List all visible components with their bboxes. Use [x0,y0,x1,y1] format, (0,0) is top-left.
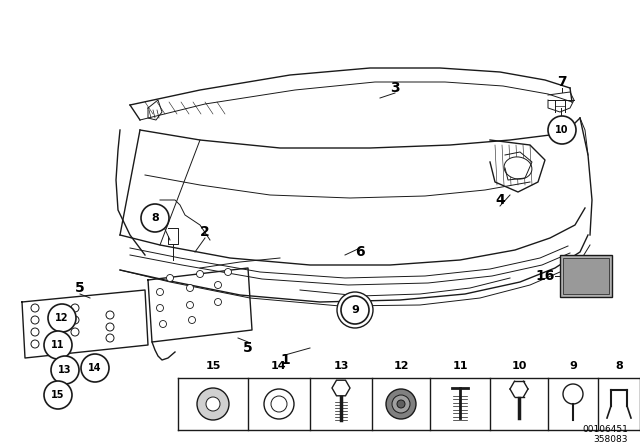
Text: 11: 11 [452,361,468,371]
Circle shape [189,316,195,323]
Polygon shape [332,380,350,396]
Circle shape [392,395,410,413]
Circle shape [166,275,173,281]
Circle shape [31,340,39,348]
Text: 5: 5 [75,281,85,295]
Circle shape [31,328,39,336]
Circle shape [563,384,583,404]
Text: 8: 8 [151,213,159,223]
FancyBboxPatch shape [563,258,609,294]
Text: 9: 9 [351,305,359,315]
Circle shape [106,323,114,331]
Circle shape [157,305,163,311]
Text: 15: 15 [51,390,65,400]
Text: 358083: 358083 [593,435,628,444]
Circle shape [197,388,229,420]
Text: 14: 14 [88,363,102,373]
Text: 1: 1 [280,353,290,367]
Text: 13: 13 [58,365,72,375]
Text: 16: 16 [535,269,555,283]
Text: 10: 10 [556,125,569,135]
Circle shape [548,116,576,144]
Circle shape [386,389,416,419]
Circle shape [71,316,79,324]
Text: 7: 7 [557,75,567,89]
Text: 5: 5 [243,341,253,355]
Text: 15: 15 [205,361,221,371]
Circle shape [48,304,76,332]
Text: 14: 14 [271,361,287,371]
Text: 12: 12 [55,313,68,323]
Circle shape [271,396,287,412]
Circle shape [31,316,39,324]
Circle shape [141,204,169,232]
Circle shape [44,381,72,409]
Text: 12: 12 [393,361,409,371]
Circle shape [337,292,373,328]
Circle shape [71,328,79,336]
Circle shape [157,289,163,296]
FancyBboxPatch shape [560,255,612,297]
Circle shape [345,300,365,320]
Circle shape [31,304,39,312]
Circle shape [214,298,221,306]
Text: 8: 8 [615,361,623,371]
Text: 9: 9 [569,361,577,371]
Circle shape [186,284,193,292]
Circle shape [106,311,114,319]
Text: 3: 3 [390,81,400,95]
Circle shape [51,356,79,384]
Text: 13: 13 [333,361,349,371]
Text: 00106451: 00106451 [582,426,628,435]
Circle shape [71,304,79,312]
Text: 11: 11 [51,340,65,350]
Circle shape [397,400,405,408]
Circle shape [186,302,193,309]
Circle shape [225,268,232,276]
Circle shape [159,320,166,327]
Circle shape [264,389,294,419]
Text: 6: 6 [355,245,365,259]
Circle shape [196,271,204,277]
Text: 4: 4 [495,193,505,207]
Circle shape [214,281,221,289]
Ellipse shape [504,157,532,179]
Circle shape [106,334,114,342]
Circle shape [206,397,220,411]
Circle shape [44,331,72,359]
Circle shape [341,296,369,324]
Circle shape [81,354,109,382]
Text: 2: 2 [200,225,210,239]
Text: 10: 10 [511,361,527,371]
